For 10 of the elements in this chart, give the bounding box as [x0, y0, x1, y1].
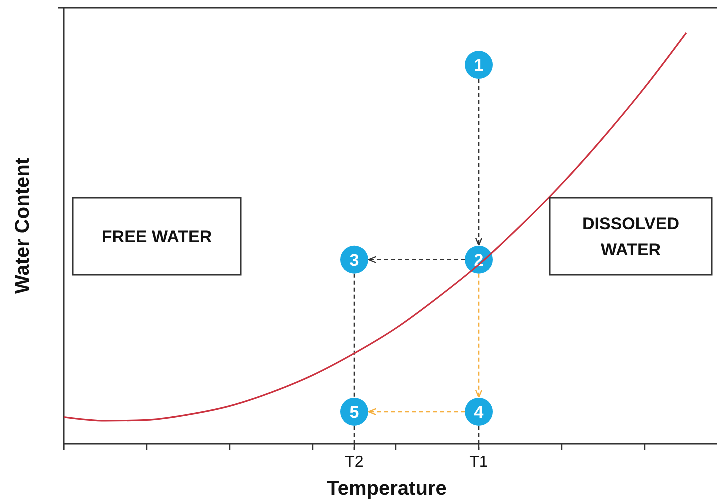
- x-axis-title: Temperature: [327, 478, 447, 499]
- annotation: FREE WATER: [102, 228, 212, 246]
- x-tick-label: T2: [345, 454, 364, 471]
- x-tick-label: T1: [470, 454, 488, 471]
- y-axis-title: Water Content: [12, 158, 34, 294]
- annotation: DISSOLVED WATER: [582, 214, 680, 260]
- annotation: 5: [350, 402, 360, 422]
- annotation: 1: [474, 56, 484, 76]
- annotation: 3: [350, 250, 360, 270]
- annotation: 4: [474, 402, 484, 422]
